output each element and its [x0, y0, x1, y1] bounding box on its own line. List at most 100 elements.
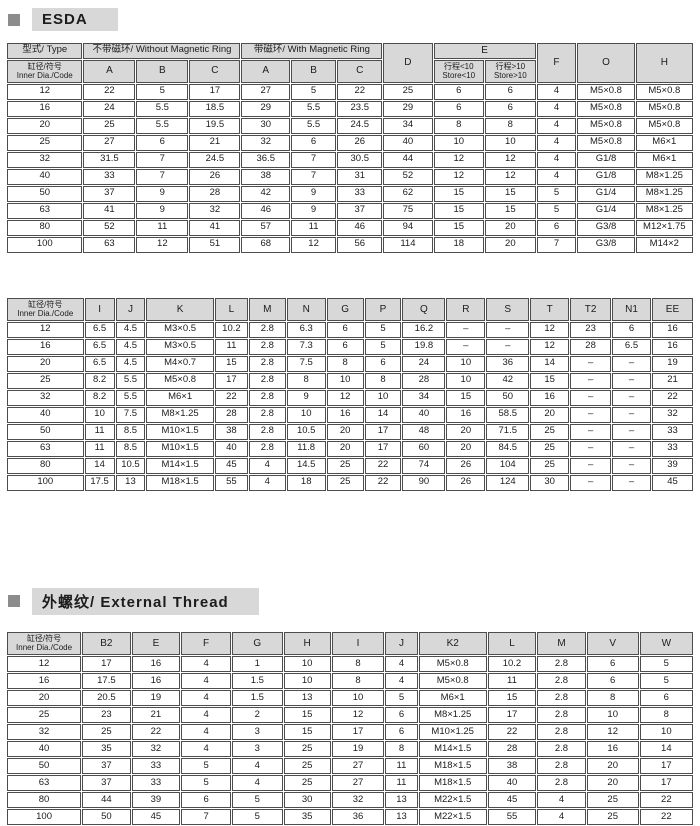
data-cell: M5×0.8 [635, 100, 693, 117]
column-header-a1: A [83, 59, 136, 83]
data-cell: 22 [364, 457, 402, 474]
data-cell: 13 [385, 792, 418, 809]
column-header: S [486, 297, 530, 321]
data-cell: – [612, 440, 651, 457]
data-cell: 20 [326, 440, 364, 457]
row-code-cell: 50 [7, 758, 82, 775]
data-cell: 31 [337, 168, 383, 185]
data-cell: 4 [536, 83, 577, 100]
data-cell: 28 [570, 338, 612, 355]
data-cell: 15 [446, 389, 486, 406]
table-row: 32 25 22 4 3 15 17 6 M10×1.25 22 2.8 12 10 [7, 724, 693, 741]
data-cell: G3/8 [577, 219, 635, 236]
data-cell: 5 [364, 338, 402, 355]
data-cell: 27 [331, 775, 385, 792]
row-code-cell: 20 [7, 355, 84, 372]
table-row: 20 25 5.5 19.5 30 5.5 24.5 34 8 8 4 M5×0.8 M5×0.8 [7, 117, 693, 134]
data-cell: 4 [248, 474, 286, 491]
row-code-cell: 12 [7, 321, 84, 338]
data-cell: M22×1.5 [418, 792, 487, 809]
data-cell: 36.5 [241, 151, 290, 168]
data-cell: 5 [181, 775, 232, 792]
data-cell: 25 [326, 474, 364, 491]
data-cell: 13 [115, 474, 146, 491]
column-header-c2: C [337, 59, 383, 83]
data-cell: 6.3 [286, 321, 326, 338]
data-cell: 30 [241, 117, 290, 134]
data-cell: M18×1.5 [418, 775, 487, 792]
table-row: 80 14 10.5 M14×1.5 45 4 14.5 25 22 74 26 104 25– –39 [7, 457, 693, 474]
data-cell: 5 [385, 690, 418, 707]
data-cell: 2.8 [248, 423, 286, 440]
data-cell: 19 [331, 741, 385, 758]
data-cell: M3×0.5 [146, 321, 214, 338]
data-cell: 8 [586, 690, 639, 707]
data-cell: 10.5 [115, 457, 146, 474]
data-cell: 15 [433, 219, 485, 236]
data-cell: 8.2 [84, 389, 115, 406]
data-cell: 6 [291, 134, 337, 151]
data-cell: 37 [83, 185, 136, 202]
data-cell: 4 [248, 457, 286, 474]
data-cell: M10×1.5 [146, 440, 214, 457]
column-header: K2 [418, 631, 487, 656]
data-cell: 30 [530, 474, 570, 491]
data-cell: M14×1.5 [146, 457, 214, 474]
data-cell: – [570, 474, 612, 491]
data-cell: 25 [82, 724, 131, 741]
data-cell: M3×0.5 [146, 338, 214, 355]
stroke-lt10-label-zh: 行程<10 [443, 61, 474, 71]
column-header-c1: C [189, 59, 241, 83]
data-cell: 24 [402, 355, 446, 372]
table1-header-row-1: 型式/ Type 不带磁环/ Without Magnetic Ring 带磁环… [7, 43, 693, 83]
data-cell: 51 [189, 236, 241, 253]
data-cell: 5 [232, 792, 283, 809]
data-cell: 4 [536, 134, 577, 151]
data-cell: 5.5 [115, 372, 146, 389]
data-cell: 32 [651, 406, 693, 423]
data-cell: 5 [536, 202, 577, 219]
data-cell: – [570, 423, 612, 440]
data-cell: 2.8 [537, 673, 586, 690]
row-code-cell: 32 [7, 724, 82, 741]
data-cell: 56 [337, 236, 383, 253]
inner-dia-label-en: Inner Dia./Code [17, 309, 74, 319]
data-cell: 7.3 [286, 338, 326, 355]
data-cell: 16 [326, 406, 364, 423]
row-code-cell: 100 [7, 809, 82, 826]
row-code-cell: 20 [7, 117, 83, 134]
data-cell: 4.5 [115, 321, 146, 338]
data-cell: 15 [485, 202, 536, 219]
column-header: EE [651, 297, 693, 321]
data-cell: M12×1.75 [635, 219, 693, 236]
data-cell: 5 [136, 83, 189, 100]
data-cell: 27 [83, 134, 136, 151]
data-cell: 11 [487, 673, 537, 690]
data-cell: 30.5 [337, 151, 383, 168]
data-cell: 22 [337, 83, 383, 100]
data-cell: 38 [487, 758, 537, 775]
data-cell: – [612, 423, 651, 440]
data-cell: 22 [639, 809, 693, 826]
data-cell: 12 [331, 707, 385, 724]
data-cell: 17 [189, 83, 241, 100]
data-cell: 40 [402, 406, 446, 423]
data-cell: M5×0.8 [146, 372, 214, 389]
data-cell: 22 [639, 792, 693, 809]
data-cell: 5.5 [115, 389, 146, 406]
data-cell: 6 [639, 690, 693, 707]
data-cell: 7 [291, 168, 337, 185]
table-row: 40 35 32 4 3 25 19 8 M14×1.5 28 2.8 16 14 [7, 741, 693, 758]
data-cell: 4 [385, 673, 418, 690]
with-ring-header-cell: 带磁环/ With Magnetic Ring [241, 43, 383, 59]
data-cell: 10 [331, 690, 385, 707]
data-cell: 74 [402, 457, 446, 474]
table-row: 32 31.5 7 24.5 36.5 7 30.5 44 12 12 4 G1/8 M6×1 [7, 151, 693, 168]
data-cell: 27 [241, 83, 290, 100]
table-row: 20 6.5 4.5 M4×0.7 15 2.8 7.5 8 6 24 10 36 14– –19 [7, 355, 693, 372]
data-cell: 25 [83, 117, 136, 134]
data-cell: 32 [131, 741, 181, 758]
data-cell: 2.8 [248, 338, 286, 355]
column-header: E [131, 631, 181, 656]
data-cell: 45 [651, 474, 693, 491]
